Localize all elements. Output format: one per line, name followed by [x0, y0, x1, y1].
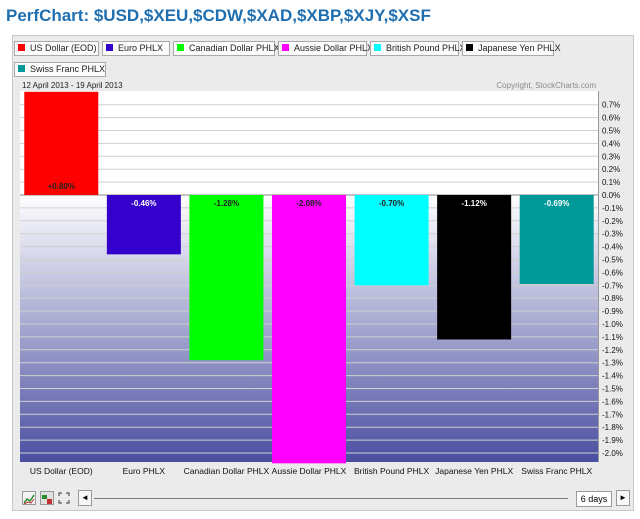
bar-labels: +0.80% -0.46% -1.28% -2.08% -0.70% -1.12% -0.6…	[48, 182, 570, 208]
legend-label: Canadian Dollar PHLX	[189, 43, 280, 53]
legend-label: Aussie Dollar PHLX	[294, 43, 374, 53]
legend-label: British Pound PHLX	[386, 43, 466, 53]
legend-item-euro[interactable]: Euro PHLX	[102, 41, 170, 56]
y-tick-label: -0.2%	[602, 217, 623, 226]
y-tick-label: -0.3%	[602, 230, 623, 239]
bar-data-label: -0.69%	[544, 199, 569, 208]
scroll-left-button[interactable]: ◄	[78, 490, 92, 506]
bar-data-label: -0.70%	[379, 199, 404, 208]
legend-item-gbp[interactable]: British Pound PHLX	[370, 41, 466, 56]
legend-swatch-icon	[374, 44, 381, 51]
y-tick-label: -1.3%	[602, 359, 623, 368]
y-tick-label: 0.4%	[602, 139, 620, 148]
y-tick-label: -0.7%	[602, 281, 623, 290]
bar-data-label: -2.08%	[296, 199, 321, 208]
y-tick-label: -1.0%	[602, 320, 623, 329]
y-tick-label: -2.0%	[602, 449, 623, 458]
bar-1[interactable]	[24, 91, 99, 195]
x-tick-label: Japanese Yen PHLX	[435, 466, 513, 476]
legend-item-chf[interactable]: Swiss Franc PHLX	[14, 62, 106, 77]
legend-label: Euro PHLX	[118, 43, 164, 53]
legend-label: Japanese Yen PHLX	[478, 43, 561, 53]
y-tick-label: 0.6%	[602, 114, 620, 123]
bar-7[interactable]	[519, 195, 594, 285]
bar-data-label: -1.28%	[214, 199, 239, 208]
bar-data-label: -0.46%	[131, 199, 156, 208]
x-tick-label: Canadian Dollar PHLX	[184, 466, 270, 476]
legend-swatch-icon	[18, 65, 25, 72]
legend-label: US Dollar (EOD)	[30, 43, 97, 53]
y-tick-label: 0.5%	[602, 127, 620, 136]
legend-label: Swiss Franc PHLX	[30, 64, 106, 74]
y-tick-label: -0.1%	[602, 204, 623, 213]
bar-data-label: -1.12%	[461, 199, 486, 208]
scroll-right-button[interactable]: ►	[616, 490, 630, 506]
date-range-label: 12 April 2013 - 19 April 2013	[22, 81, 123, 90]
bar-6[interactable]	[437, 195, 512, 340]
y-tick-label: -0.8%	[602, 294, 623, 303]
legend-item-jpy[interactable]: Japanese Yen PHLX	[462, 41, 561, 56]
y-tick-label: -1.7%	[602, 410, 623, 419]
x-tick-labels: US Dollar (EOD) Euro PHLX Canadian Dollar …	[30, 466, 593, 476]
y-tick-label: -0.6%	[602, 268, 623, 277]
bar-4[interactable]	[272, 195, 346, 464]
x-tick-label: US Dollar (EOD)	[30, 466, 93, 476]
legend-swatch-icon	[18, 44, 25, 51]
y-tick-label: -1.5%	[602, 385, 623, 394]
x-tick-label: Euro PHLX	[123, 466, 166, 476]
bar-5[interactable]	[354, 195, 429, 286]
x-tick-label: Aussie Dollar PHLX	[272, 466, 347, 476]
y-tick-label: -0.9%	[602, 307, 623, 316]
x-tick-label: Swiss Franc PHLX	[521, 466, 592, 476]
line-chart-icon[interactable]	[22, 491, 36, 505]
bar-data-label: +0.80%	[48, 182, 75, 191]
y-tick-label: -1.9%	[602, 436, 623, 445]
copyright-label: Copyright, StockCharts.com	[496, 81, 596, 90]
legend-swatch-icon	[177, 44, 184, 51]
y-tick-label: -0.5%	[602, 256, 623, 265]
bars	[24, 91, 594, 464]
y-tick-label: 0.1%	[602, 178, 620, 187]
legend-swatch-icon	[466, 44, 473, 51]
y-tick-label: 0.0%	[602, 191, 620, 200]
bar-3[interactable]	[189, 195, 264, 361]
period-input[interactable]: 6 days	[576, 491, 612, 507]
legend-item-aud[interactable]: Aussie Dollar PHLX	[278, 41, 373, 56]
bar-2[interactable]	[106, 195, 181, 255]
y-tick-label: -1.4%	[602, 372, 623, 381]
y-tick-label: 0.7%	[602, 101, 620, 110]
legend-item-usd[interactable]: US Dollar (EOD)	[14, 41, 99, 56]
y-axis-line	[598, 91, 599, 462]
legend-swatch-icon	[106, 44, 113, 51]
fullscreen-icon[interactable]	[58, 491, 72, 505]
legend-item-cad[interactable]: Canadian Dollar PHLX	[173, 41, 280, 56]
y-tick-labels: 0.7% 0.6% 0.5% 0.4% 0.3% 0.2% 0.1% 0.0% -0.1% -0.…	[602, 101, 623, 458]
y-tick-label: -1.2%	[602, 346, 623, 355]
y-tick-label: -0.4%	[602, 243, 623, 252]
x-tick-label: British Pound PHLX	[354, 466, 429, 476]
y-tick-label: -1.6%	[602, 397, 623, 406]
bar-chart-icon[interactable]	[40, 491, 54, 505]
y-tick-label: 0.3%	[602, 152, 620, 161]
legend-swatch-icon	[282, 44, 289, 51]
y-tick-label: -1.1%	[602, 333, 623, 342]
page-title: PerfChart: $USD,$XEU,$CDW,$XAD,$XBP,$XJY…	[6, 6, 431, 25]
y-tick-label: -1.8%	[602, 423, 623, 432]
y-tick-label: 0.2%	[602, 165, 620, 174]
